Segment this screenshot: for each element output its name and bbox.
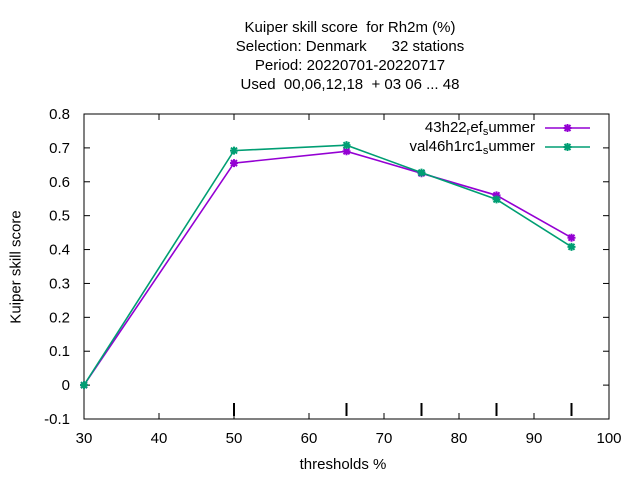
series-2-point-1-core bbox=[231, 148, 237, 154]
series-2-point-2-core bbox=[344, 142, 349, 148]
x-tick-label-3: 60 bbox=[301, 430, 318, 447]
y-tick-label-7: 0.6 bbox=[49, 174, 70, 191]
y-tick-label-3: 0.2 bbox=[49, 309, 70, 326]
title-line-2: Selection: Denmark 32 stations bbox=[235, 38, 465, 55]
series-2-point-0-core bbox=[81, 382, 87, 388]
x-tick-label-0: 30 bbox=[76, 430, 93, 447]
legend-entry-1-label: 43h22refsummer bbox=[424, 119, 535, 138]
y-axis-label: Kuiper skill score bbox=[7, 210, 25, 324]
title-line-4: Used 00,06,12,18 + 03 06 ... 48 bbox=[240, 76, 460, 93]
x-tick-label-4: 70 bbox=[376, 430, 393, 447]
series-2-point-3-core bbox=[419, 170, 424, 176]
legend-entry-2-label: val46h1rc1summer bbox=[409, 138, 535, 157]
series-1-point-4-core bbox=[494, 192, 499, 198]
y-tick-label-2: 0.1 bbox=[49, 343, 70, 360]
y-tick-label-8: 0.7 bbox=[49, 140, 70, 157]
series-1-point-1-core bbox=[231, 160, 237, 166]
y-tick-label-6: 0.5 bbox=[49, 208, 70, 225]
x-axis-label: thresholds % bbox=[299, 456, 387, 473]
y-tick-label-0: -0.1 bbox=[44, 411, 70, 428]
series-1-point-5-core bbox=[569, 235, 574, 241]
legend-entry-2-marker-core bbox=[565, 144, 570, 150]
series-1-line bbox=[83, 150, 572, 386]
series-1-point-2-core bbox=[344, 148, 349, 154]
x-tick-label-6: 90 bbox=[526, 430, 543, 447]
y-tick-label-4: 0.3 bbox=[49, 275, 70, 292]
y-tick-label-9: 0.8 bbox=[49, 106, 70, 123]
x-tick-label-7: 100 bbox=[596, 430, 621, 447]
x-tick-label-2: 50 bbox=[226, 430, 243, 447]
y-tick-label-1: 0 bbox=[62, 377, 70, 394]
title-line-1: Kuiper skill score for Rh2m (%) bbox=[244, 19, 456, 36]
legend-entry-1-marker-core bbox=[565, 125, 570, 131]
x-tick-label-5: 80 bbox=[451, 430, 468, 447]
series-2-point-5-core bbox=[569, 244, 574, 250]
y-tick-label-5: 0.4 bbox=[49, 242, 70, 259]
series-2-line bbox=[83, 144, 572, 386]
x-tick-label-1: 40 bbox=[151, 430, 168, 447]
series-2-point-4-core bbox=[494, 196, 499, 202]
plot-frame bbox=[83, 113, 610, 420]
title-line-3: Period: 20220701-20220717 bbox=[254, 57, 446, 74]
